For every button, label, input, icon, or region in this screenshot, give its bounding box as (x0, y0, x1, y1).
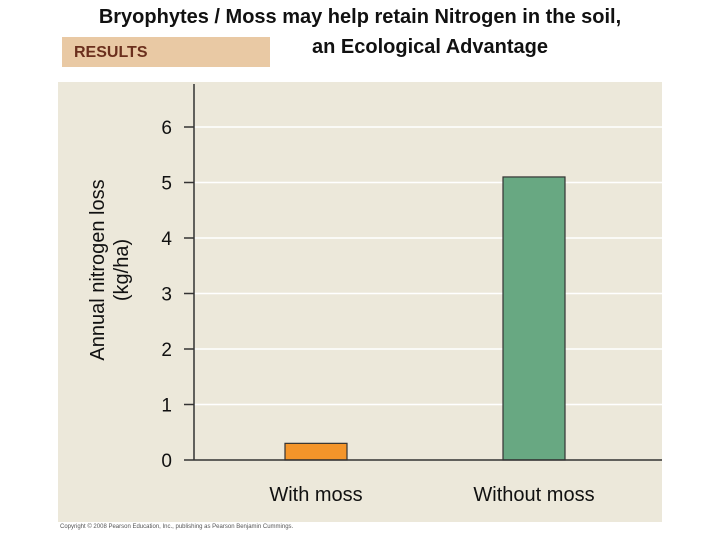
bar-with-moss (284, 442, 348, 461)
y-axis-label-line1: Annual nitrogen loss (87, 179, 109, 361)
gridlines (194, 126, 662, 406)
x-category-labels: With moss Without moss (269, 484, 594, 506)
y-tick-label: 2 (161, 340, 172, 361)
y-axis-label-line2: (kg/ha) (111, 238, 133, 302)
y-tick-label: 1 (161, 396, 172, 417)
y-tick-labels: 0 1 2 3 4 5 6 (161, 118, 172, 472)
copyright-notice: Copyright © 2008 Pearson Education, Inc.… (60, 524, 294, 530)
y-tick-label: 5 (161, 174, 172, 195)
chart-title-line2: an Ecological Advantage (312, 36, 548, 58)
y-tick-label: 6 (161, 118, 172, 139)
y-tick-label: 3 (161, 285, 172, 306)
y-tick-label: 4 (161, 229, 172, 250)
y-axis-label: Annual nitrogen loss (kg/ha) (86, 179, 134, 360)
x-category-label: With moss (269, 484, 362, 506)
y-axis (184, 84, 662, 461)
results-tag: RESULTS (62, 37, 270, 67)
x-category-label: Without moss (473, 484, 594, 506)
bar-without-moss (502, 176, 566, 461)
y-tick-label: 0 (161, 451, 172, 472)
bars (284, 176, 566, 461)
chart-title-line1: Bryophytes / Moss may help retain Nitrog… (98, 6, 622, 28)
